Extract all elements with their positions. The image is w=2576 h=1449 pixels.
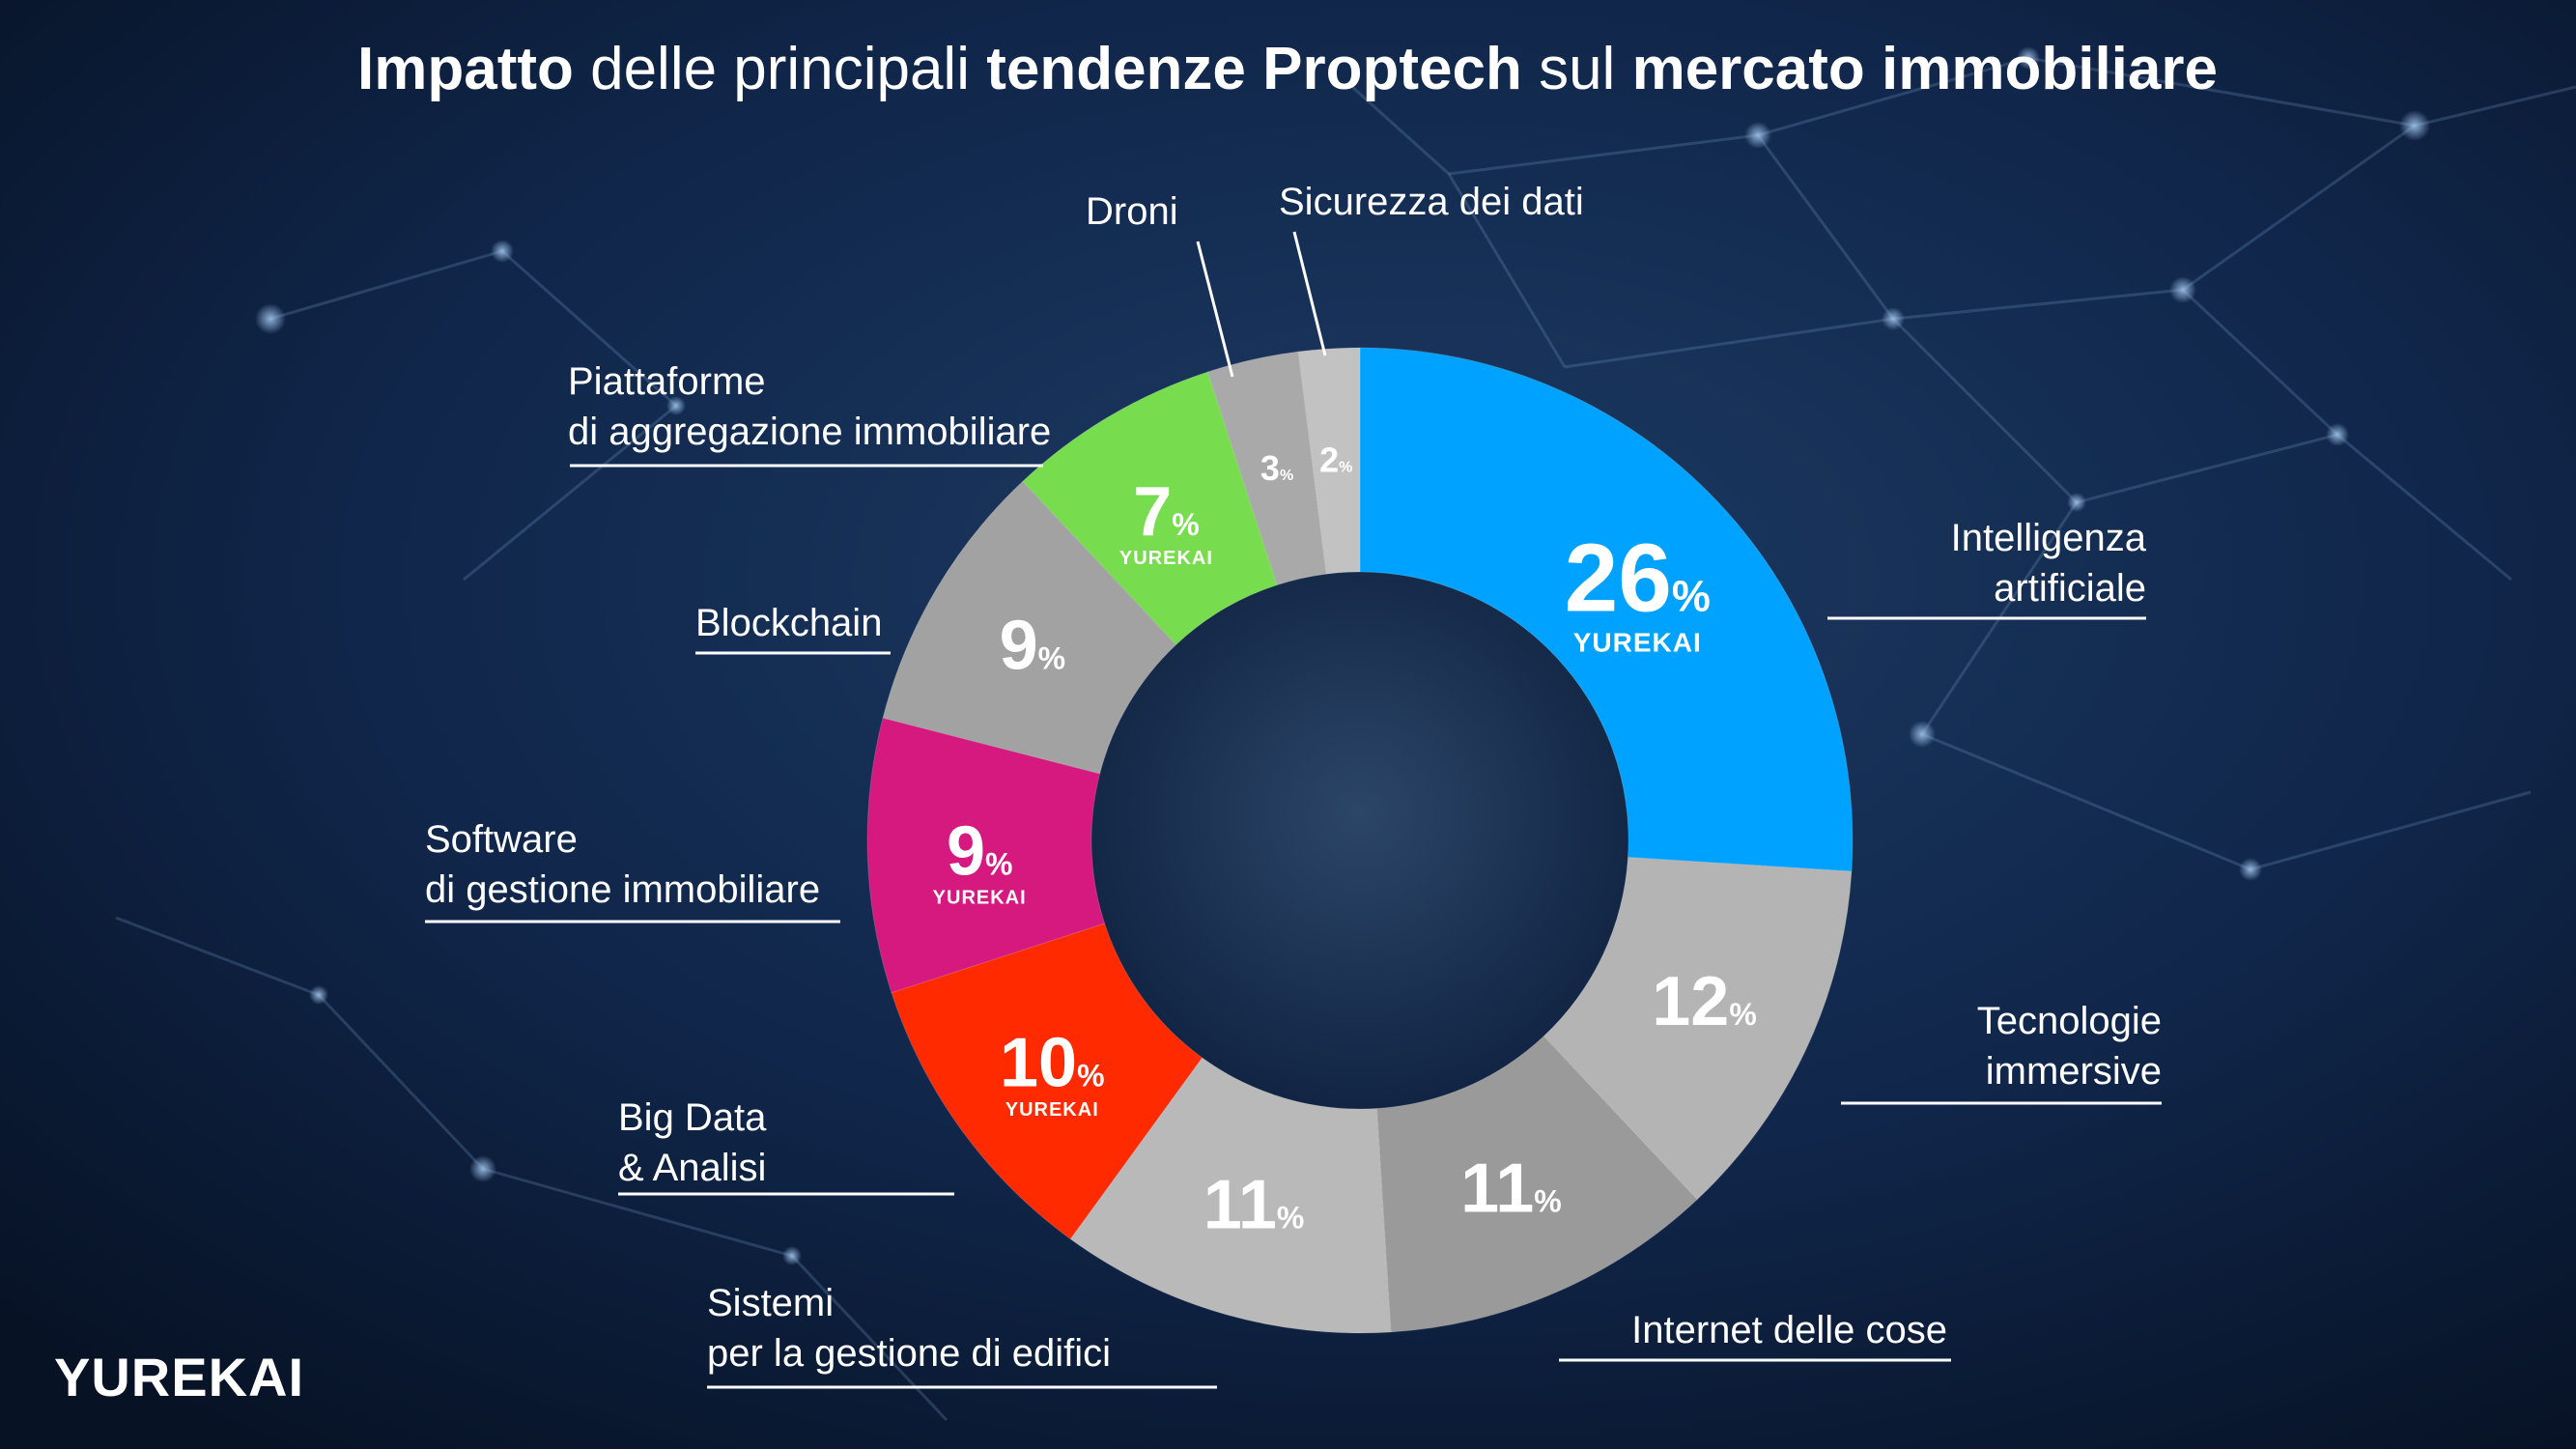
slice-category-line: Tecnologie	[1977, 1000, 2162, 1042]
slice-value-number: 9	[947, 812, 985, 890]
slice-value-unit: %	[1077, 1059, 1104, 1094]
donut-slice	[1375, 1035, 1698, 1333]
slice-value-number: 9	[1000, 607, 1038, 684]
slice-category-line: Droni	[1086, 190, 1178, 233]
slice-value-number: 11	[1460, 1151, 1534, 1228]
slice-category-line: immersive	[1986, 1050, 2162, 1093]
slice-value-number: 7	[1133, 473, 1172, 551]
network-nodes	[255, 46, 2430, 1265]
slice-category-line: Big Data	[618, 1096, 767, 1139]
slice-value-label: 2%	[1319, 440, 1352, 479]
slice-value-number: 12	[1652, 963, 1729, 1040]
slice-category-label: Sistemi per la gestione di edifici	[707, 1282, 1111, 1375]
slice-watermark: YUREKAI	[1573, 627, 1702, 657]
donut-slice	[866, 717, 1106, 994]
slice-category-label: Piattaforme di aggregazione immobiliare	[568, 360, 1051, 453]
slice-category-line: artificiale	[1994, 567, 2146, 610]
slice-value-label: 11%	[1203, 1166, 1305, 1243]
donut-slice	[891, 923, 1203, 1240]
slice-value-number: 3	[1260, 448, 1280, 488]
slice-value-number: 26	[1565, 524, 1672, 632]
slice-labels: Intelligenza artificiale Tecnologie immersi…	[425, 181, 2162, 1389]
donut-chart: 26%YUREKAI12%11%11%10%YUREKAI9%YUREKAI9%…	[866, 347, 1854, 1334]
slice-category-label: Internet delle cose	[1631, 1309, 1947, 1351]
donut-slice	[1069, 1057, 1392, 1334]
slice-category-line: Sicurezza dei dati	[1279, 181, 1584, 223]
slice-category-label: Tecnologie immersive	[1977, 1000, 2162, 1093]
slice-category-label: Blockchain	[695, 602, 882, 644]
brand-logo: YUREKAI	[54, 1347, 304, 1407]
donut-slice	[1022, 371, 1278, 646]
slice-watermark: YUREKAI	[1119, 548, 1213, 569]
donut-slice	[1297, 347, 1361, 575]
slice-category-line: Internet delle cose	[1631, 1309, 1947, 1351]
leader-line	[1292, 231, 1327, 356]
title-part: mercato immobiliare	[1632, 36, 2218, 102]
title-part: Impatto	[357, 36, 574, 102]
slice-value-unit: %	[1038, 640, 1065, 675]
slice-category-label: Droni	[1086, 190, 1178, 233]
slice-value-number: 11	[1203, 1166, 1277, 1243]
slice-value-label: 11%	[1460, 1151, 1562, 1228]
slice-value-unit: %	[1729, 997, 1756, 1032]
chart-title: Impatto delle principali tendenze Propte…	[357, 36, 2218, 102]
slice-value-number: 10	[1000, 1025, 1077, 1102]
slice-value-unit: %	[1534, 1184, 1561, 1219]
slice-category-line: Blockchain	[695, 602, 882, 644]
slice-value-label: 12%	[1652, 963, 1757, 1040]
slice-category-line: Sistemi	[707, 1282, 834, 1324]
slice-value-unit: %	[1672, 571, 1711, 620]
slice-watermark: YUREKAI	[933, 888, 1027, 909]
slice-category-label: Sicurezza dei dati	[1279, 181, 1584, 223]
slice-value-number: 2	[1319, 440, 1339, 479]
slice-category-line: di aggregazione immobiliare	[568, 411, 1051, 453]
title-part: delle principali	[574, 36, 986, 102]
slice-value-unit: %	[1172, 507, 1199, 542]
donut-slice	[1206, 351, 1327, 586]
slice-value-label: 9%	[1000, 607, 1066, 684]
slice-category-label: Software di gestione immobiliare	[425, 818, 820, 911]
slice-category-label: Big Data & Analisi	[618, 1096, 767, 1189]
title-part: sul	[1522, 36, 1632, 102]
leader-line	[1196, 241, 1234, 378]
slice-category-line: & Analisi	[618, 1147, 766, 1189]
donut-slice	[1359, 347, 1854, 872]
donut-slice	[882, 480, 1177, 775]
slice-category-line: per la gestione di edifici	[707, 1332, 1111, 1375]
slice-category-label: Intelligenza artificiale	[1951, 517, 2147, 610]
donut-hole	[1091, 572, 1628, 1109]
donut-slice	[1543, 856, 1853, 1201]
slice-value-label: 9%	[947, 812, 1012, 890]
slice-watermark: YUREKAI	[1005, 1099, 1099, 1121]
slice-value-label: 3%	[1260, 448, 1293, 488]
slice-category-line: Piattaforme	[568, 360, 766, 403]
slice-value-unit: %	[1280, 468, 1293, 484]
slice-value-unit: %	[1339, 459, 1352, 475]
slice-value-unit: %	[1277, 1200, 1304, 1235]
slice-category-line: di gestione immobiliare	[425, 868, 820, 911]
title-part: tendenze Proptech	[986, 36, 1522, 102]
slice-value-label: 7%	[1133, 473, 1200, 551]
slice-value-unit: %	[985, 846, 1012, 881]
slice-value-label: 26%	[1565, 524, 1711, 632]
slice-category-line: Intelligenza	[1951, 517, 2147, 559]
slice-value-label: 10%	[1000, 1025, 1105, 1102]
slice-category-line: Software	[425, 818, 578, 861]
